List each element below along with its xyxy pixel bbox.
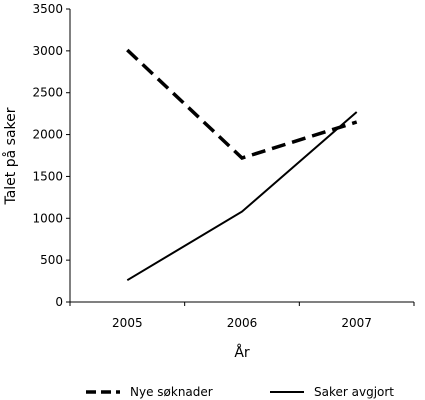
legend: Nye søknader Saker avgjort [86, 385, 394, 399]
x-tick-label: 2005 [112, 316, 143, 330]
x-axis-title: År [234, 344, 250, 361]
y-tick-label: 0 [55, 295, 63, 309]
legend-label: Nye søknader [130, 385, 213, 399]
y-tick-label: 2500 [32, 86, 63, 100]
y-tick-label: 3500 [32, 2, 63, 16]
x-tick-label: 2007 [341, 316, 372, 330]
x-axis-ticks: 2005 2006 2007 [69, 302, 415, 330]
y-tick-label: 1000 [32, 211, 63, 225]
y-tick-label: 1500 [32, 169, 63, 183]
y-tick-label: 500 [40, 253, 63, 267]
legend-label: Saker avgjort [314, 385, 394, 399]
series-line-saker-avgjort [126, 111, 358, 282]
y-tick-label: 3000 [32, 44, 63, 58]
series-line-nye-soknader [126, 48, 358, 160]
x-tick-label: 2006 [227, 316, 258, 330]
y-axis-ticks: 0 500 1000 1500 2000 2500 3000 3500 [32, 2, 70, 309]
series-lines [126, 48, 358, 282]
y-tick-label: 2000 [32, 128, 63, 142]
y-axis-title: Talet på saker [2, 107, 19, 205]
